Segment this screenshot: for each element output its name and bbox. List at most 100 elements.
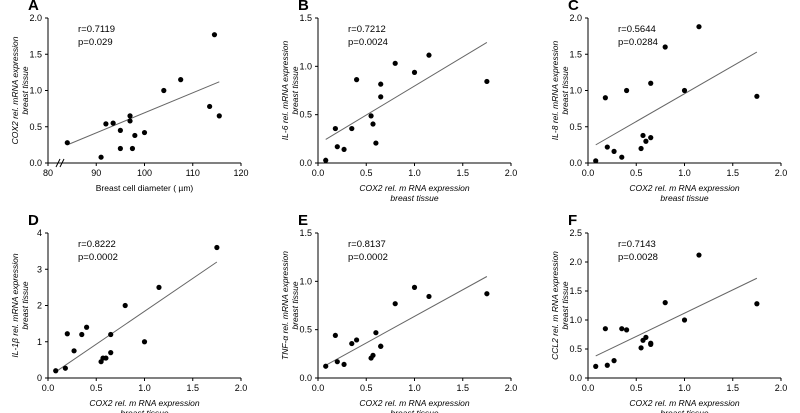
x-tick-label: 0.0	[312, 383, 325, 393]
data-point	[368, 113, 374, 119]
data-point	[341, 361, 347, 368]
y-axis-title: TNF-α rel. mRNA expressionbreast tissue	[280, 251, 300, 360]
data-point	[484, 78, 490, 85]
data-point	[378, 81, 384, 87]
p-value-label: p=0.0002	[348, 252, 388, 263]
data-point	[207, 103, 213, 110]
data-point	[604, 362, 610, 368]
x-axis-title: COX2 rel. m RNA expression breast tissue	[359, 398, 469, 413]
data-point	[638, 345, 644, 351]
panel-letter-f: F	[568, 212, 577, 229]
x-axis-title-line: COX2 rel. m RNA expression	[359, 183, 469, 193]
y-tick-label: 0.0	[299, 158, 312, 168]
trend-line	[325, 42, 488, 140]
y-tick-label: 1.0	[299, 61, 312, 71]
data-point	[602, 95, 608, 101]
data-point	[619, 154, 625, 160]
y-tick-label: 0	[37, 373, 42, 383]
p-value-label: p=0.0284	[618, 37, 658, 48]
y-tick-label: 0.5	[299, 325, 312, 335]
x-axis-title-line: breast tissue	[660, 408, 708, 413]
x-tick-label: 0.0	[582, 168, 595, 178]
data-point	[619, 326, 625, 332]
correlation-r-label: r=0.7119	[78, 24, 115, 35]
x-axis-title: COX2 rel. m RNA expression breast tissue	[629, 398, 739, 413]
x-axis-title-line: COX2 rel. m RNA expression	[629, 398, 739, 408]
y-tick-label: 1.5	[29, 49, 42, 59]
data-point	[354, 337, 360, 343]
correlation-r-label: r=0.8222	[78, 239, 116, 250]
y-tick-label: 2.0	[29, 13, 42, 23]
trend-line	[595, 51, 758, 146]
data-point	[662, 300, 668, 306]
x-tick-label: 1.5	[726, 383, 739, 393]
data-point	[71, 348, 77, 354]
data-point	[392, 301, 398, 307]
data-point	[178, 77, 184, 83]
y-axis-title: IL-1β rel. mRNA expressionbreast tissue	[10, 253, 30, 357]
data-point	[373, 140, 379, 146]
x-tick-label: 0.5	[360, 168, 373, 178]
y-tick-label: 0.0	[29, 158, 42, 168]
y-tick-label: 0.5	[29, 122, 42, 132]
y-axis-title-line: IL-6 rel. mRNA expression	[280, 41, 290, 141]
trend-line	[595, 277, 758, 357]
data-point	[593, 158, 599, 164]
y-axis-title-line: breast tissue	[560, 66, 570, 114]
data-point	[484, 291, 490, 297]
x-axis-title-line: Breast cell diameter ( µm)	[96, 183, 194, 193]
correlation-r-label: r=0.5644	[618, 24, 656, 35]
x-tick-label: 1.5	[456, 383, 469, 393]
x-tick-label: 0.0	[582, 383, 595, 393]
x-tick-label: 110	[186, 168, 200, 178]
panel-f: F 0.0 0.5 1.0 1.5 2.0 0.0 0.5 1.0 1.5 2.0 2.5 CCL2 r…	[550, 212, 787, 413]
data-point	[426, 52, 432, 58]
trend-line	[67, 81, 220, 146]
x-tick-label: 1.0	[678, 168, 691, 178]
x-tick-label: 0.5	[630, 168, 643, 178]
data-point	[378, 94, 384, 100]
data-point	[110, 120, 116, 126]
data-point	[103, 355, 109, 361]
data-point	[696, 252, 702, 258]
data-point	[216, 113, 222, 119]
data-point	[117, 127, 123, 133]
data-point	[334, 359, 340, 365]
correlation-r-label: r=0.8137	[348, 239, 386, 250]
data-point	[349, 340, 355, 347]
data-point	[132, 132, 138, 139]
x-tick-label: 2.0	[235, 383, 248, 393]
y-axis-title-line: breast tissue	[20, 281, 30, 329]
x-tick-label: 120	[233, 168, 248, 178]
panel-a: A 80 90 100 110 120 0.0 0.5 1.0 1.5 2.0 COX2 rel. m…	[10, 0, 249, 193]
data-point	[662, 44, 668, 50]
data-point	[643, 138, 649, 144]
x-tick-label: 0.5	[360, 383, 373, 393]
x-tick-label: 2.0	[775, 168, 788, 178]
axis-break-mark	[59, 158, 65, 168]
p-value-label: p=0.029	[78, 37, 113, 48]
correlation-r-label: r=0.7212	[348, 24, 386, 35]
data-point	[696, 24, 702, 30]
y-axis-title-line: CCL2 rel. m RNA expression	[550, 251, 560, 360]
data-point	[108, 331, 114, 338]
data-point	[411, 69, 418, 75]
x-tick-label: 0.0	[42, 383, 55, 393]
data-point	[323, 363, 329, 369]
y-tick-label: 0.5	[299, 110, 312, 120]
x-tick-label: 1.0	[408, 383, 421, 393]
axis-break-mark	[55, 158, 61, 168]
y-tick-label: 3	[37, 264, 42, 274]
data-point	[64, 331, 70, 337]
y-tick-label: 1.5	[299, 13, 312, 23]
data-point	[681, 87, 688, 94]
data-point	[648, 341, 654, 347]
y-tick-label: 1.0	[29, 86, 42, 96]
x-tick-label: 1.5	[726, 168, 739, 178]
correlation-r-label: r=0.7143	[618, 239, 656, 250]
x-tick-label: 90	[91, 168, 101, 178]
y-axis-title-line: IL-8 rel. mRNA expression	[550, 41, 560, 141]
data-point	[754, 301, 760, 307]
data-point	[334, 144, 340, 150]
